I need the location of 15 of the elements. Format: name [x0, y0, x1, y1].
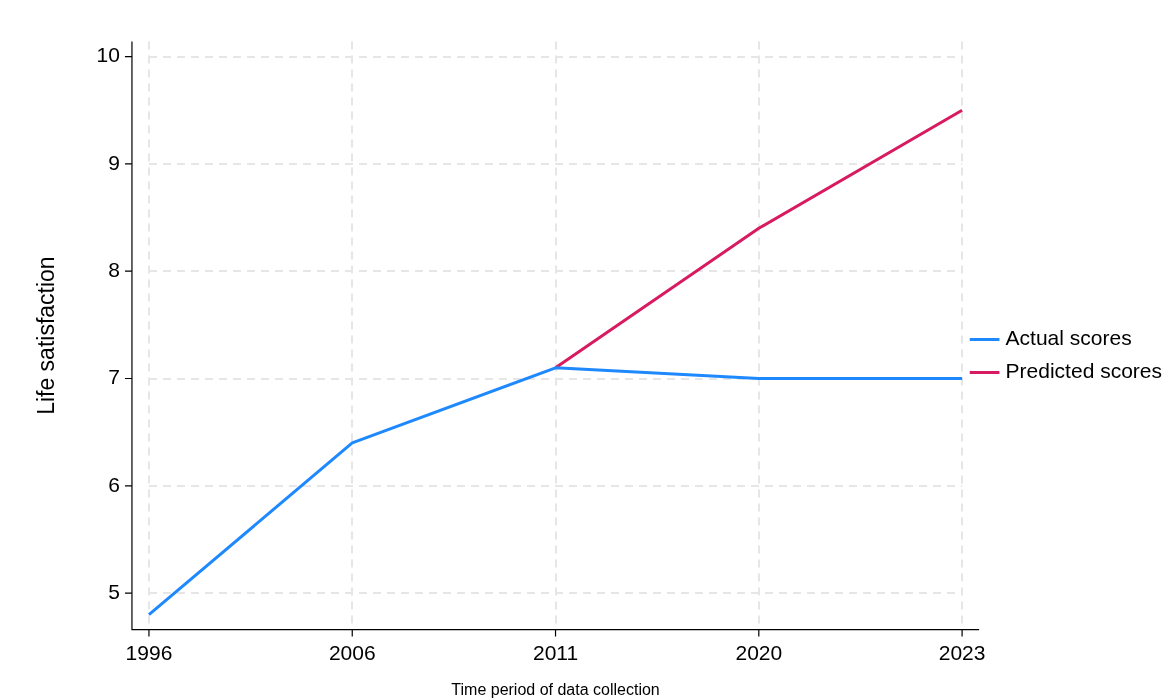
x-tick-label: 1996: [125, 641, 173, 664]
y-tick-label: 7: [108, 365, 120, 389]
legend-label: Predicted scores: [1005, 359, 1162, 383]
y-axis-title: Life satisfaction: [33, 256, 60, 415]
x-tick-label: 2020: [735, 641, 783, 664]
y-tick-label: 6: [108, 472, 120, 496]
x-axis-title: Time period of data collection: [451, 680, 660, 698]
y-tick-label: 8: [108, 258, 120, 282]
x-tick-label: 2006: [328, 641, 376, 664]
x-tick-label: 2023: [938, 641, 986, 664]
legend-label: Actual scores: [1005, 326, 1132, 350]
x-tick-label: 2011: [532, 641, 579, 664]
y-tick-label: 5: [108, 579, 120, 603]
y-tick-label: 10: [96, 43, 120, 67]
y-tick-label: 9: [108, 150, 120, 174]
